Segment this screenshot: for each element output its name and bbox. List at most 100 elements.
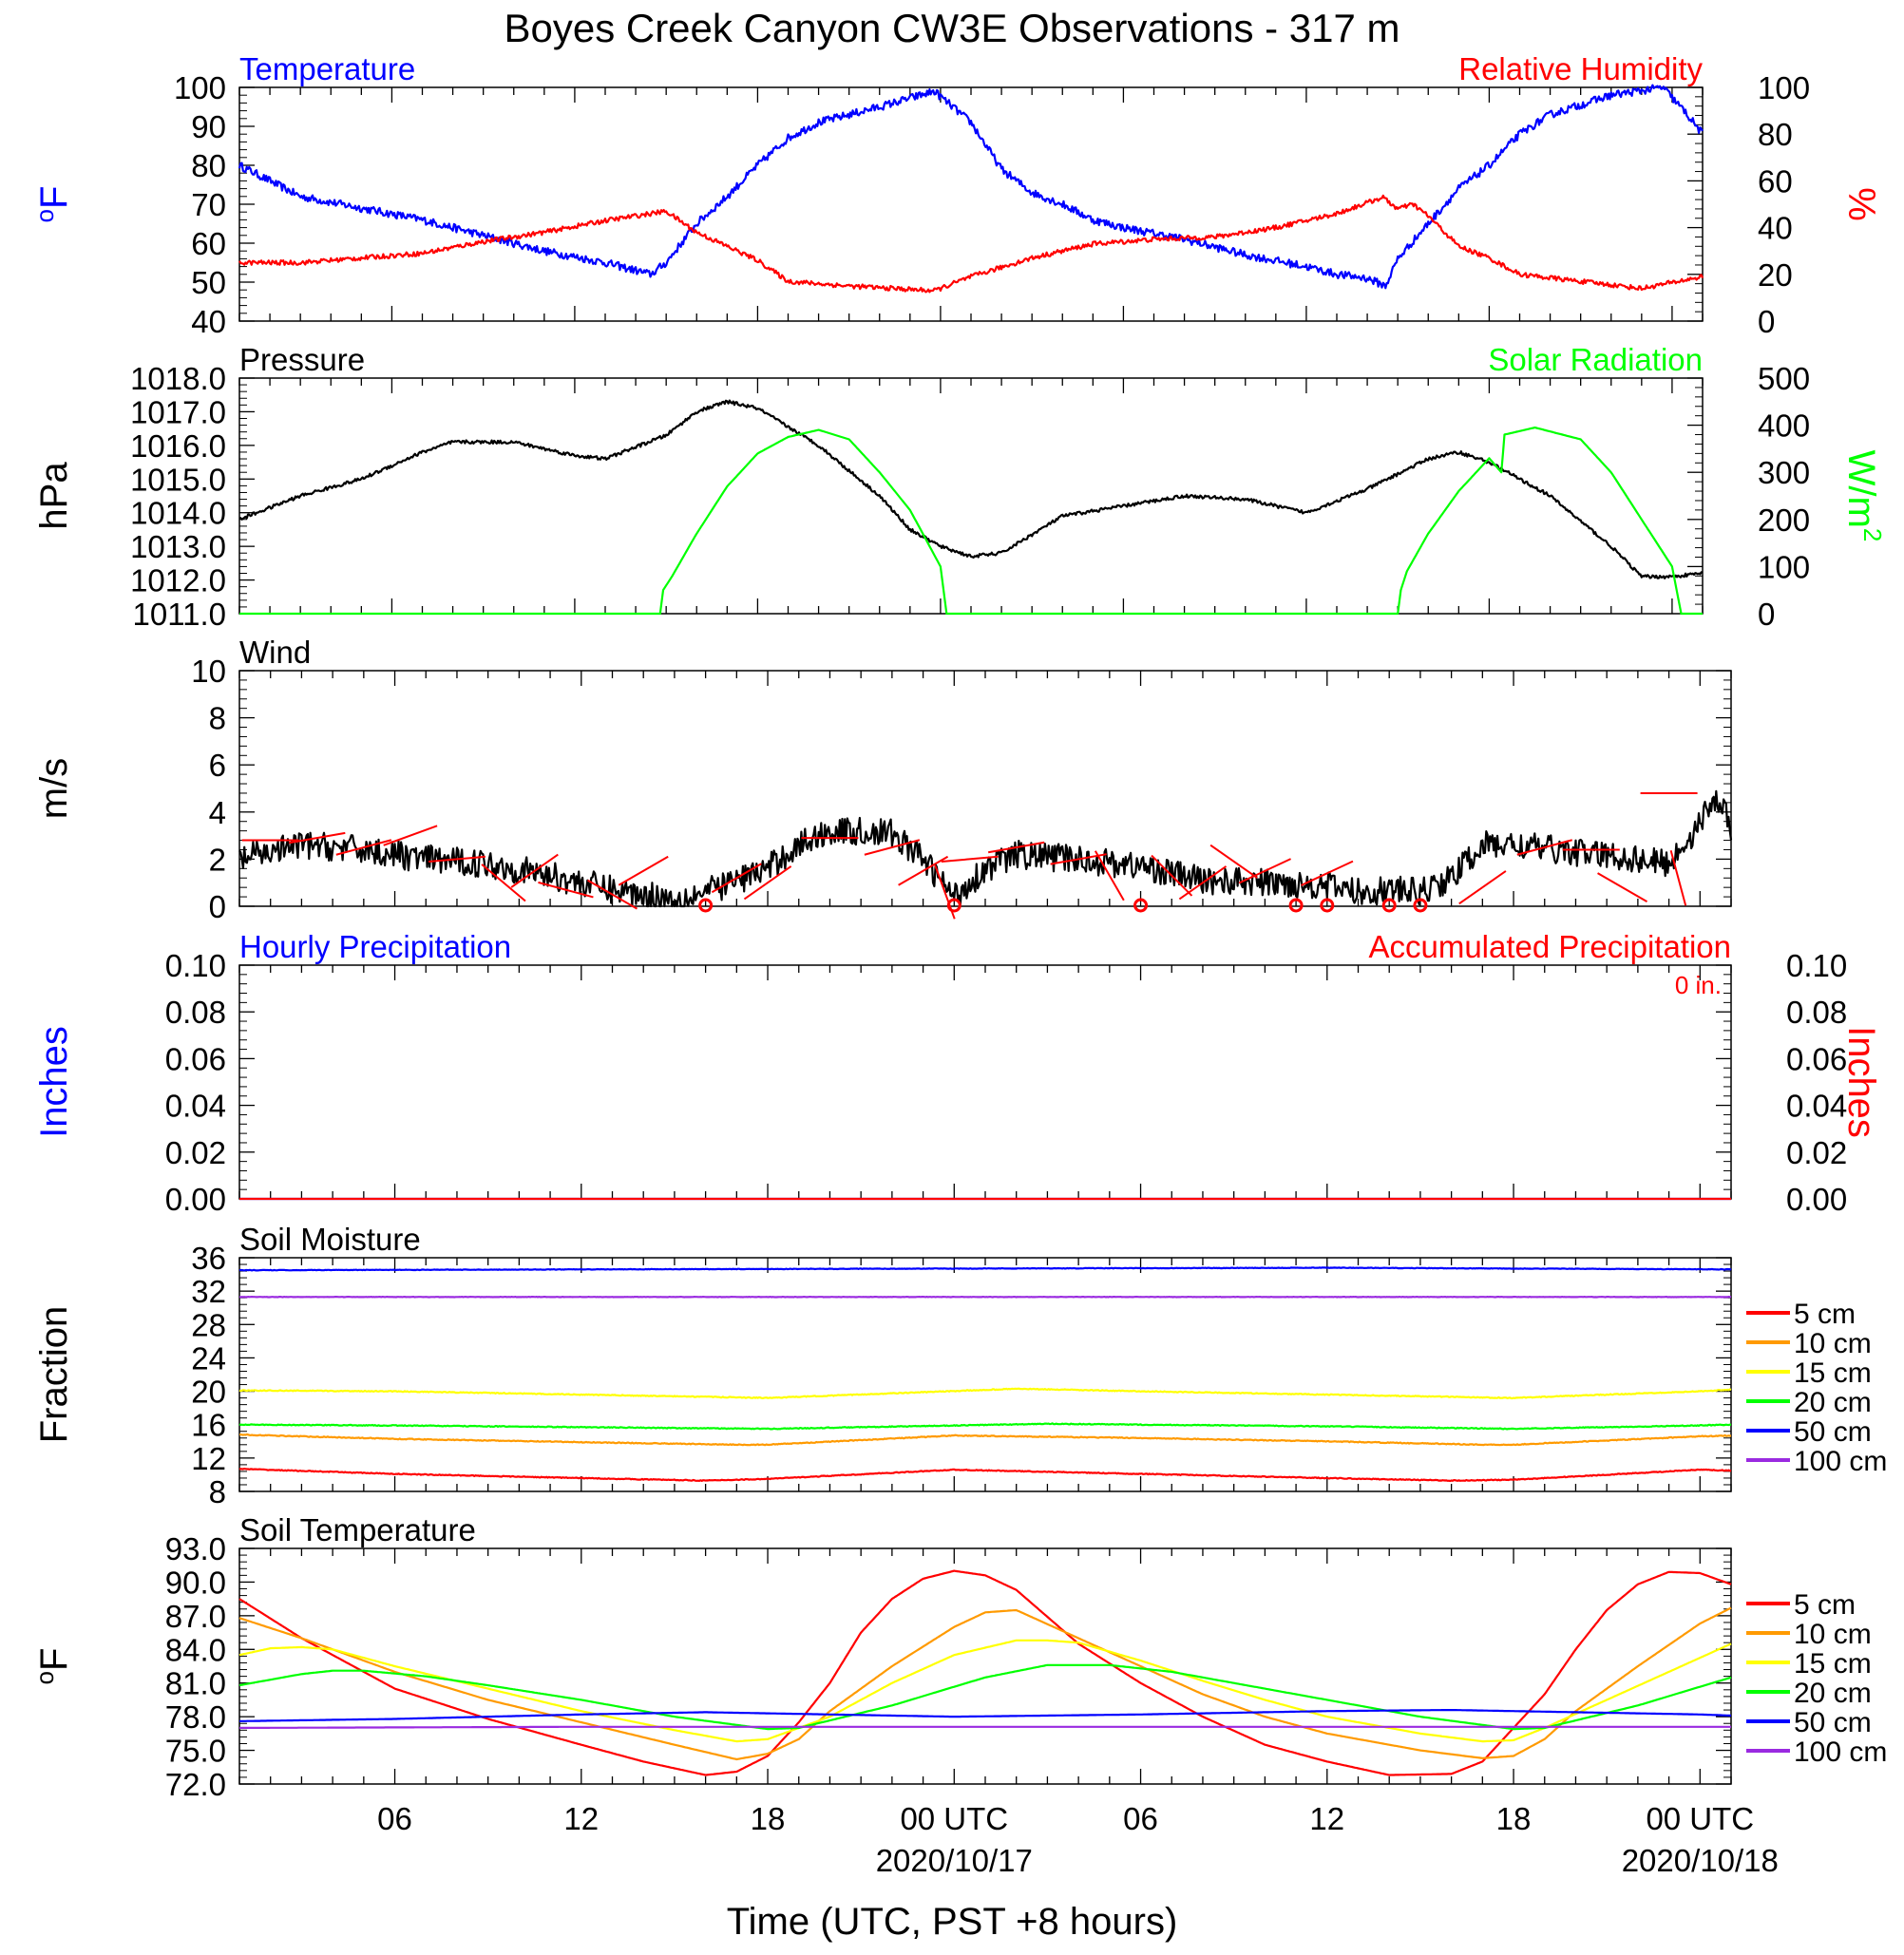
y-axis-label-left: oF — [30, 1648, 75, 1685]
series-line-5-cm — [238, 1467, 1732, 1483]
panel-title-right: Relative Humidity — [1458, 51, 1703, 86]
unit-letter: F — [33, 1648, 75, 1671]
wind-barb — [1178, 865, 1228, 901]
y-tick-label: 100 — [174, 70, 226, 105]
y-tick-label: 80 — [191, 148, 226, 183]
x-date-label: 2020/10/18 — [1622, 1843, 1779, 1878]
legend-label: 20 cm — [1794, 1387, 1872, 1418]
y-tick-label: 16 — [191, 1408, 226, 1443]
y-tick-label: 28 — [191, 1307, 226, 1342]
y-tick-label: 78.0 — [165, 1699, 226, 1735]
wind-barb — [510, 853, 559, 888]
wind-barb — [587, 879, 638, 910]
y-tick-label: 70 — [191, 187, 226, 222]
legend-label: 100 cm — [1794, 1737, 1887, 1768]
y-tick-label-right: 40 — [1758, 211, 1793, 246]
y-tick-label: 1011.0 — [133, 597, 226, 632]
y-axis-label-text: Fraction — [33, 1306, 75, 1444]
y-tick-label: 20 — [191, 1375, 226, 1410]
legend-label: 10 cm — [1794, 1328, 1872, 1359]
panel-title-right: Accumulated Precipitation — [1368, 929, 1731, 964]
y-axis-label-right: Inches — [1840, 1026, 1882, 1138]
wind-barb — [1238, 858, 1291, 884]
wind-barb — [864, 839, 921, 856]
panel-title-right: Solar Radiation — [1488, 342, 1703, 377]
panel-title-left: Hourly Precipitation — [239, 929, 511, 964]
wind-barb — [481, 864, 526, 902]
y-tick-label: 24 — [191, 1340, 226, 1376]
y-tick-label-right: 400 — [1758, 408, 1810, 444]
wind-barb — [1458, 870, 1507, 905]
y-tick-label-right: 0 — [1758, 597, 1775, 632]
y-tick-label: 40 — [191, 304, 226, 339]
y-axis-label-text: hPa — [33, 462, 75, 530]
y-tick-label: 10 — [191, 654, 226, 689]
series-line-solar-radiation — [239, 427, 1703, 616]
degree-superscript: o — [30, 209, 59, 222]
wind-barb — [383, 825, 438, 846]
y-axis-label-text: m/s — [33, 758, 75, 819]
series-line-100-cm — [238, 1725, 1731, 1730]
wind-barb — [743, 865, 792, 901]
series-line-15-cm — [238, 1387, 1732, 1400]
wind-barb — [1094, 850, 1125, 902]
x-tick-label: 00 UTC — [900, 1801, 1008, 1836]
calm-wind-marker — [1413, 898, 1428, 913]
y-tick-label-right: 500 — [1758, 361, 1810, 396]
y-tick-label-right: 0.10 — [1786, 948, 1847, 983]
series-line-15-cm — [238, 1639, 1732, 1743]
wind-barb — [1301, 860, 1354, 886]
panel-3: 0.10 0.08 0.06 0.04 0.02 0.00 0.10 0.08 0.06 0.04… — [33, 929, 1882, 1217]
x-tick-label: 12 — [563, 1801, 599, 1836]
y-tick-label-right: 20 — [1758, 257, 1793, 293]
y-axis-label-left: Inches — [33, 1026, 75, 1138]
y-tick-label-right: 0.00 — [1786, 1182, 1847, 1217]
panel-title-left: Soil Temperature — [239, 1512, 476, 1547]
legend-label: 5 cm — [1794, 1299, 1856, 1330]
x-tick-label: 18 — [751, 1801, 786, 1836]
y-axis-label-text: W/m2 — [1840, 450, 1887, 542]
y-axis-label-left: Fraction — [33, 1306, 75, 1444]
wind-barb — [1151, 854, 1193, 897]
y-tick-label: 0.08 — [165, 995, 226, 1030]
panel-0: 100 90 80 70 60 50 40 100 80 60 40 20 0 Temperature Re… — [30, 51, 1882, 339]
wind-barb — [618, 855, 669, 886]
y-tick-label-right: 0.04 — [1786, 1089, 1847, 1124]
legend-label: 15 cm — [1794, 1648, 1872, 1680]
y-tick-label: 0.10 — [165, 948, 226, 983]
legend-label: 5 cm — [1794, 1589, 1856, 1621]
legend-label: 100 cm — [1794, 1446, 1887, 1477]
panel-title-left: Temperature — [239, 51, 415, 86]
panel-1: 1018.01017.01016.01015.01014.01013.01012… — [33, 342, 1887, 632]
y-axis-label-right: W/m2 — [1840, 450, 1887, 542]
panel-5: 93.090.087.084.081.078.075.072.0 Soil Tem… — [30, 1512, 1887, 1878]
y-tick-label-right: 80 — [1758, 117, 1793, 152]
panel-title-left: Wind — [239, 635, 311, 670]
y-tick-label: 84.0 — [165, 1632, 226, 1667]
wind-barb — [987, 841, 1045, 854]
y-tick-label: 0.06 — [165, 1041, 226, 1076]
calm-wind-marker — [946, 898, 962, 913]
degree-superscript: o — [30, 1671, 59, 1684]
y-tick-label: 72.0 — [165, 1767, 226, 1802]
wind-barb — [711, 863, 762, 894]
wind-barb — [898, 855, 949, 886]
y-tick-label-right: 0.06 — [1786, 1041, 1847, 1076]
series-line-pressure — [238, 399, 1704, 579]
wind-barb — [1597, 872, 1648, 903]
y-tick-label: 1018.0 — [130, 361, 226, 396]
y-axis-label-left: oF — [30, 186, 75, 223]
y-tick-label-right: 300 — [1758, 455, 1810, 490]
unit-superscript: 2 — [1858, 528, 1887, 541]
y-tick-label: 6 — [209, 748, 226, 783]
x-date-label: 2020/10/17 — [876, 1843, 1033, 1878]
y-tick-label: 0 — [209, 889, 226, 924]
y-axis-label-right: % — [1840, 187, 1882, 221]
y-axis-label-text: oF — [30, 1648, 75, 1685]
y-tick-label: 75.0 — [165, 1734, 226, 1769]
y-tick-label: 87.0 — [165, 1599, 226, 1634]
y-tick-label: 8 — [209, 1474, 226, 1509]
wind-barb — [1209, 844, 1258, 879]
